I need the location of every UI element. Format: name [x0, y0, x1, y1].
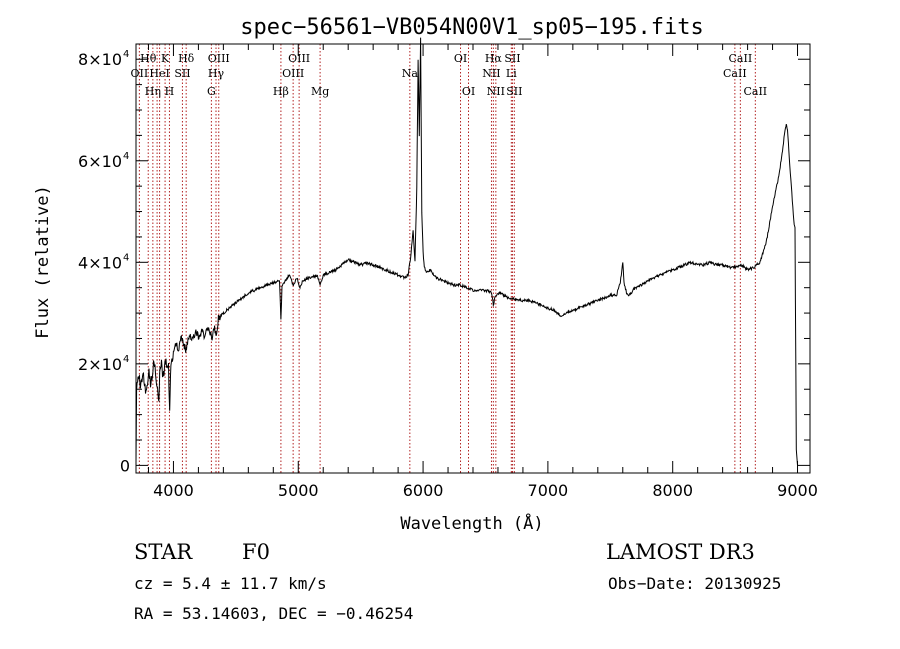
- spectral-line-label-9: G: [207, 85, 216, 98]
- spectral-line-label-13: OIII: [282, 67, 304, 80]
- spectral-line-label-6: H: [165, 85, 175, 98]
- spectral-line-labels: OII Hθ Hη HeI K H SII Hδ G Hγ OIII Hβ OIII OIII Mg Na OI…: [131, 52, 768, 98]
- x-tick-label-2: 6000: [403, 481, 444, 500]
- spectral-line-label-4: HeI: [149, 67, 169, 80]
- obs-date-text: Obs−Date: 20130925: [608, 574, 782, 593]
- spectral-line-label-14: OIII: [288, 52, 310, 65]
- ra-dec-text: RA = 53.14603, DEC = −0.46254: [134, 604, 414, 623]
- spectral-line-label-19: NII: [482, 67, 500, 80]
- spectral-line-label-22: Li: [506, 67, 517, 80]
- spectral-line-label-5: K: [161, 52, 170, 65]
- spectral-line-label-8: Hδ: [178, 52, 195, 65]
- spectral-line-label-24: SII: [506, 85, 522, 98]
- y-tick-label-1: 2×10: [78, 355, 122, 374]
- y-tick-exponent-4: 4: [123, 49, 129, 60]
- spectral-line-label-17: OI: [454, 52, 467, 65]
- spectral-line-label-27: CaII: [743, 85, 767, 98]
- series-layer: [135, 37, 798, 466]
- x-tick-label-4: 8000: [652, 481, 693, 500]
- spectral-line-label-26: CaII: [729, 52, 753, 65]
- x-axis-label: Wavelength (Å): [400, 512, 543, 534]
- spectral-line-label-20: Hα: [485, 52, 503, 65]
- survey-label: LAMOST DR3: [606, 540, 755, 564]
- spectral-line-label-10: Hγ: [208, 67, 225, 80]
- spectral-line-label-11: OIII: [208, 52, 230, 65]
- series-line-spectrum: [135, 37, 798, 466]
- x-tick-label-1: 5000: [278, 481, 319, 500]
- y-tick-label-3: 6×10: [78, 152, 122, 171]
- spectral-line-label-21: NII: [487, 85, 505, 98]
- redshift-text: cz = 5.4 ± 11.7 km/s: [134, 574, 327, 593]
- y-tick-label-0: 0: [120, 456, 130, 475]
- spectral-line-label-18: OI: [462, 85, 475, 98]
- y-tick-exponent-3: 4: [123, 151, 129, 162]
- y-tick-label-2: 4×10: [78, 253, 122, 272]
- chart-title: spec−56561−VB054N00V1_sp05−195.fits: [240, 15, 704, 40]
- spectral-line-label-2: Hη: [145, 85, 161, 98]
- spectral-line-label-12: Hβ: [273, 85, 289, 98]
- y-tick-exponent-2: 4: [123, 252, 129, 263]
- y-tick-label-4: 8×10: [78, 50, 122, 69]
- x-tick-label-0: 4000: [153, 481, 194, 500]
- x-tick-label-3: 7000: [528, 481, 569, 500]
- spectral-line-label-15: Mg: [311, 85, 329, 98]
- x-tick-label-5: 9000: [777, 481, 818, 500]
- spectral-line-label-23: SII: [504, 52, 520, 65]
- spectral-line-label-7: SII: [174, 67, 190, 80]
- spectral-line-label-0: OII: [131, 67, 149, 80]
- y-tick-exponent-1: 4: [123, 354, 129, 365]
- class-label: STAR: [134, 540, 193, 564]
- subclass-label: F0: [242, 540, 270, 564]
- spectral-line-markers: [138, 44, 756, 473]
- y-axis-label: Flux (relative): [33, 185, 53, 339]
- spectral-line-label-1: Hθ: [140, 52, 157, 65]
- spectral-line-label-16: Na: [402, 67, 419, 80]
- plot-frame: [135, 43, 811, 474]
- spectral-line-label-25: CaII: [723, 67, 747, 80]
